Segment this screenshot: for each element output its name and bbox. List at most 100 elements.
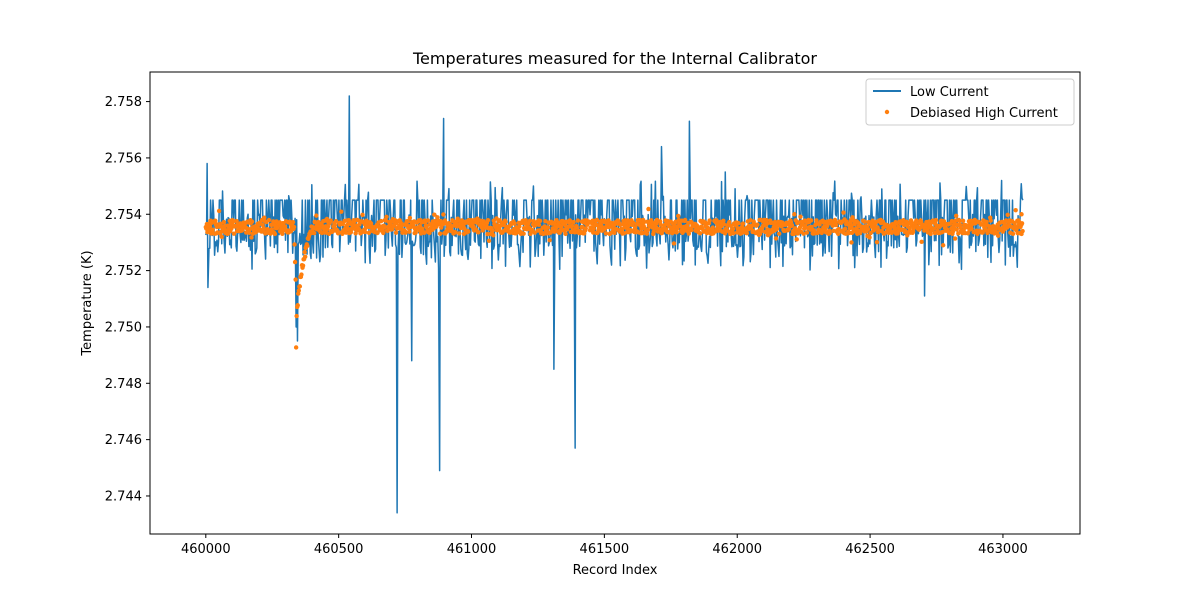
x-tick-label: 463000	[978, 542, 1028, 557]
legend-dot-swatch	[884, 109, 890, 115]
scatter-point	[849, 240, 854, 245]
scatter-point	[437, 231, 443, 236]
scatter-point	[644, 231, 650, 236]
scatter-point	[476, 230, 481, 235]
scatter-point	[786, 226, 791, 232]
scatter-point	[299, 272, 304, 277]
scatter-point	[219, 234, 224, 239]
scatter-point	[730, 226, 736, 232]
scatter-point	[349, 226, 354, 232]
scatter-point	[282, 224, 288, 229]
scatter-point	[984, 219, 989, 225]
scatter-point	[260, 222, 265, 228]
scatter-point	[710, 225, 715, 230]
scatter-point	[759, 228, 764, 234]
scatter-point	[1019, 221, 1025, 226]
scatter-point	[594, 217, 600, 223]
scatter-point	[485, 217, 491, 223]
scatter-point	[532, 230, 537, 235]
scatter-point	[422, 230, 427, 236]
scatter-point	[575, 218, 580, 223]
scatter-point	[457, 231, 462, 236]
scatter-point	[292, 259, 298, 265]
scatter-point	[378, 218, 384, 224]
scatter-point	[432, 212, 437, 217]
scatter-point	[583, 226, 588, 231]
scatter-point	[537, 218, 543, 224]
legend-label-debiased-high-current: Debiased High Current	[910, 106, 1058, 121]
scatter-point	[707, 218, 712, 223]
y-axis-label: Temperature (K)	[80, 250, 95, 356]
scatter-point	[957, 218, 962, 223]
scatter-point	[210, 227, 215, 232]
scatter-point	[523, 218, 528, 223]
scatter-point	[407, 229, 412, 234]
scatter-point	[777, 231, 782, 236]
scatter-point	[300, 263, 306, 268]
scatter-point	[721, 222, 727, 227]
scatter-point	[231, 231, 237, 236]
y-axis: 2.744 2.746 2.748 2.750 2.752 2.754 2.756 2.758	[105, 95, 150, 504]
scatter-point	[357, 222, 362, 227]
scatter-point	[221, 219, 227, 225]
scatter-point	[1019, 212, 1024, 217]
y-tick-label: 2.750	[105, 320, 142, 335]
scatter-point	[952, 236, 958, 241]
y-tick-label: 2.746	[105, 433, 142, 448]
scatter-point	[918, 219, 924, 224]
scatter-point	[603, 231, 609, 236]
scatter-point	[360, 212, 365, 218]
scatter-point	[261, 226, 266, 231]
scatter-point	[302, 249, 307, 255]
scatter-point	[764, 217, 769, 223]
scatter-point	[1019, 231, 1024, 237]
scatter-point	[728, 223, 734, 229]
scatter-point	[591, 230, 596, 235]
scatter-point	[689, 227, 694, 233]
x-tick-label: 461000	[447, 542, 497, 557]
scatter-point	[293, 277, 298, 282]
scatter-point	[744, 231, 749, 236]
scatter-point	[685, 224, 690, 229]
y-tick-label: 2.744	[105, 489, 142, 504]
plot-frame	[149, 71, 1081, 535]
scatter-point	[413, 230, 418, 235]
scatter-point	[792, 212, 797, 217]
scatter-point	[247, 230, 252, 236]
scatter-point	[727, 219, 732, 225]
scatter-point	[517, 224, 522, 229]
scatter-point	[612, 230, 617, 236]
scatter-point	[632, 225, 638, 230]
scatter-point	[290, 220, 296, 225]
x-tick-label: 460000	[181, 542, 231, 557]
scatter-point	[292, 242, 297, 247]
scatter-point	[527, 218, 533, 224]
x-axis: 460000 460500 461000 461500 462000 462500 4630…	[181, 534, 1028, 557]
chart-title: Temperatures measured for the Internal C…	[412, 49, 817, 68]
scatter-point	[721, 218, 726, 224]
scatter-point	[1014, 226, 1019, 231]
scatter-point	[646, 206, 651, 212]
scatter-point	[213, 218, 218, 223]
scatter-point	[849, 224, 854, 229]
scatter-point	[328, 218, 333, 223]
scatter-point	[794, 237, 799, 242]
scatter-point	[773, 236, 779, 241]
scatter-point	[673, 219, 678, 225]
scatter-point	[266, 217, 272, 223]
scatter-point	[512, 221, 517, 226]
scatter-point	[497, 218, 502, 223]
scatter-point	[425, 218, 431, 223]
scatter-point	[249, 235, 254, 240]
scatter-point	[207, 224, 213, 229]
scatter-point	[231, 218, 236, 224]
x-tick-label: 462500	[845, 542, 895, 557]
scatter-point	[836, 231, 841, 237]
scatter-point	[841, 210, 846, 215]
legend-label-low-current: Low Current	[910, 85, 989, 100]
scatter-point	[466, 229, 471, 234]
scatter-point	[969, 226, 974, 231]
scatter-point	[798, 214, 803, 219]
x-axis-label: Record Index	[573, 563, 658, 578]
